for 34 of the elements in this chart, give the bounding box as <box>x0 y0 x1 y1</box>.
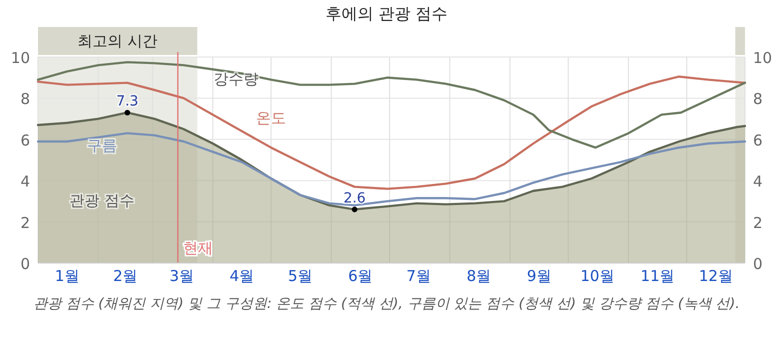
y2-tick-label: 10 <box>753 49 772 67</box>
x-tick-label: 4월 <box>230 267 254 285</box>
y-tick-label: 6 <box>20 131 30 150</box>
y-tick-label: 8 <box>20 90 30 108</box>
y2-tick-label: 8 <box>753 90 763 108</box>
ref-line-label: 현재 <box>182 239 213 257</box>
x-tick-label: 2월 <box>113 267 138 285</box>
y2-tick-label: 6 <box>753 131 763 150</box>
series-label: 강수량 <box>214 70 259 88</box>
y2-tick-label: 2 <box>753 214 763 232</box>
series-label: 온도 <box>256 108 286 127</box>
y-tick-label: 2 <box>20 214 30 232</box>
y2-tick-label: 0 <box>753 255 763 273</box>
series-label: 구름 <box>87 136 118 155</box>
series-label: 관광 점수 <box>70 191 134 210</box>
x-tick-label: 8월 <box>466 267 492 285</box>
y-tick-label: 4 <box>20 172 30 191</box>
x-tick-label: 11월 <box>640 267 675 285</box>
x-tick-label: 7월 <box>406 267 431 285</box>
x-tick-label: 12월 <box>698 267 733 285</box>
band-label: 최고의 시간 <box>78 32 158 50</box>
chart-title: 후에의 관광 점수 <box>325 4 448 23</box>
x-tick-label: 6월 <box>348 267 373 285</box>
x-tick-label: 1월 <box>54 267 80 285</box>
x-tick-label: 3월 <box>169 267 194 285</box>
y-tick-label: 0 <box>20 255 30 273</box>
annotation: 7.3 <box>116 94 138 110</box>
x-tick-label: 5월 <box>288 267 312 285</box>
x-tick-label: 10월 <box>580 267 614 285</box>
text: 관광 점수 (채워진 지역) 및 그 구성원: 온도 점수 (적색 선), 구름이 있는 점수 (청색 선) 및 강수량 점수 (녹색 선). <box>32 295 741 314</box>
annotation: 2.6 <box>343 190 366 206</box>
y-tick-label: 10 <box>10 49 30 67</box>
y2-tick-label: 4 <box>753 172 763 191</box>
x-tick-label: 9월 <box>526 267 552 285</box>
